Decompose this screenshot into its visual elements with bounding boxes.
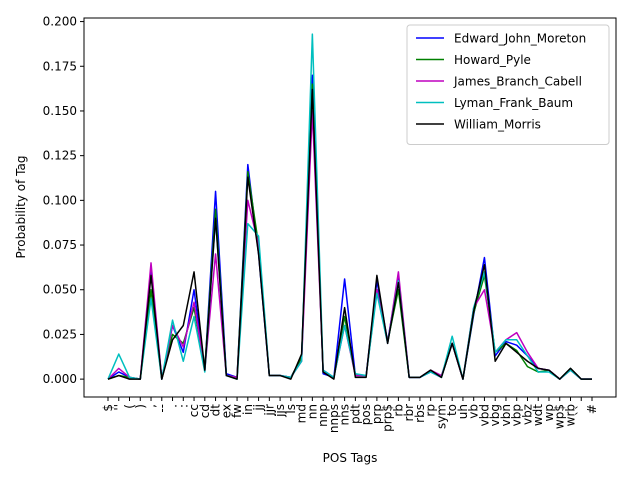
legend-box — [406, 24, 610, 145]
x-tick-label: rp — [424, 404, 438, 417]
x-tick-label: jjr — [262, 404, 276, 417]
x-tick-label: nn — [305, 404, 319, 419]
x-tick-label: pdt — [348, 404, 362, 424]
x-tick-label: vbz — [520, 404, 534, 425]
x-tick-label: wp$ — [553, 404, 567, 429]
x-tick-label: vbd — [477, 404, 491, 426]
x-tick-label: md — [295, 404, 309, 423]
series-line-edward-john-moreton — [107, 74, 592, 380]
legend-entry: Lyman_Frank_Baum — [454, 96, 573, 110]
x-tick-label: in — [241, 404, 255, 415]
x-tick-label: jjs — [273, 404, 287, 418]
x-tick-label: prp$ — [381, 404, 395, 432]
x-tick-label: rbr — [402, 404, 416, 422]
x-tick-label: nnp — [316, 404, 330, 427]
legend-entry: Edward_John_Moreton — [454, 32, 586, 46]
x-tick-label: $ — [101, 404, 115, 412]
x-tick-label: to — [445, 404, 459, 416]
y-tick-label: 0.100 — [43, 193, 77, 207]
x-tick-label: , — [144, 404, 158, 408]
x-tick-label: vb — [467, 404, 481, 419]
y-tick-label: 0.125 — [43, 149, 77, 163]
y-tick-label: 0.000 — [43, 372, 77, 386]
x-axis-ticks: $''(),--.:cccddtexfwinjjjjrjjslsmdnnnnpn… — [101, 397, 599, 433]
y-tick-label: 0.175 — [43, 59, 77, 73]
x-tick-label: jj — [252, 404, 266, 412]
series-line-lyman-frank-baum — [107, 33, 592, 380]
x-tick-label: vbn — [499, 404, 513, 426]
x-tick-label: wp — [542, 404, 556, 421]
x-tick-label: -- — [155, 404, 169, 413]
x-tick-label: vbg — [488, 404, 502, 426]
x-tick-label: # — [585, 404, 599, 414]
x-tick-label: dt — [209, 404, 223, 417]
plot-frame — [83, 17, 617, 398]
legend: Edward_John_Moreton Howard_Pyle James_Bran… — [406, 24, 610, 145]
x-tick-label: ) — [133, 404, 147, 409]
y-tick-label: 0.200 — [43, 15, 77, 29]
x-tick-label: uh — [456, 404, 470, 419]
x-tick-label: . — [166, 404, 180, 408]
y-tick-label: 0.025 — [43, 327, 77, 341]
x-tick-label: wrb — [563, 404, 577, 426]
x-tick-label: nns — [338, 404, 352, 425]
x-tick-label: : — [176, 404, 190, 408]
x-tick-label: prp — [370, 404, 384, 424]
x-tick-label: pos — [359, 404, 373, 425]
legend-entry: William_Morris — [454, 118, 541, 132]
y-tick-label: 0.150 — [43, 104, 77, 118]
y-axis-label: Probability of Tag — [14, 156, 28, 259]
legend-entry: James_Branch_Cabell — [453, 75, 582, 89]
series-line-william-morris — [107, 88, 592, 380]
y-axis-ticks: 0.000 0.025 0.050 0.075 0.100 0.125 0.150 0.175… — [43, 15, 84, 386]
x-tick-label: ex — [219, 404, 233, 418]
y-tick-label: 0.075 — [43, 238, 77, 252]
x-tick-label: `` — [574, 404, 588, 416]
legend-entry: Howard_Pyle — [454, 53, 531, 67]
x-tick-label: nnps — [327, 404, 341, 433]
x-axis-label: POS Tags — [323, 451, 378, 465]
x-tick-label: sym — [434, 404, 448, 429]
x-tick-label: '' — [112, 404, 126, 411]
x-tick-label: wdt — [531, 404, 545, 426]
x-tick-label: rb — [391, 404, 405, 417]
x-tick-label: ls — [284, 404, 298, 414]
plot-lines — [107, 33, 592, 380]
x-tick-label: vbp — [510, 404, 524, 426]
x-tick-label: fw — [230, 404, 244, 418]
x-tick-label: cd — [198, 404, 212, 418]
x-tick-label: ( — [123, 404, 137, 409]
x-tick-label: cc — [187, 404, 201, 417]
y-tick-label: 0.050 — [43, 283, 77, 297]
x-tick-label: rbs — [413, 404, 427, 423]
